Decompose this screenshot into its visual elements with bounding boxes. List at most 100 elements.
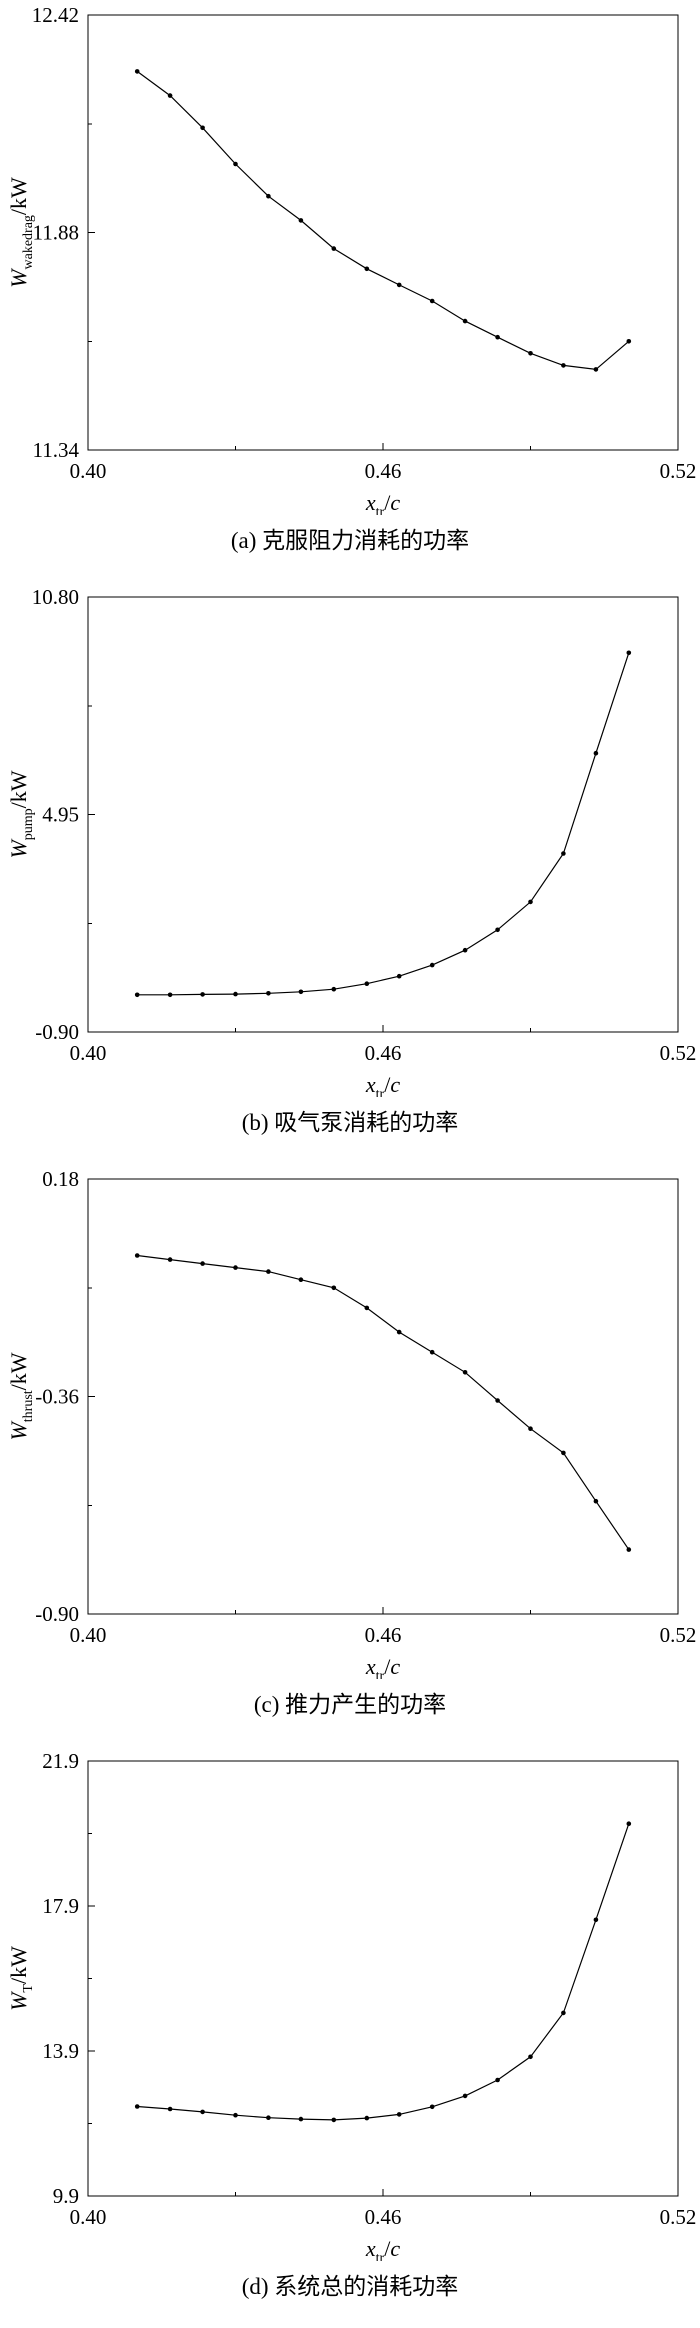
plot-frame — [87, 1760, 679, 2197]
data-point — [200, 1261, 205, 1266]
x-axis-label: xtr/c — [365, 2236, 400, 2261]
data-point — [167, 1257, 173, 1262]
y-tick-label: 21.9 — [42, 1749, 79, 1773]
chart-a-caption: (a) 克服阻力消耗的功率 — [230, 528, 470, 553]
x-axis-label: xtr/c — [365, 490, 400, 515]
data-point — [331, 2117, 337, 2123]
chart-c-caption: (c) 推力产生的功率 — [253, 1692, 447, 1717]
data-point — [561, 1450, 566, 1456]
data-point — [167, 992, 173, 998]
data-point — [593, 750, 599, 756]
data-point — [462, 2093, 468, 2099]
chart-panel-d: 0.40 0.46 0.52 9.9 13.9 17.9 21.9 WT/kW xtr/c (d… — [0, 1746, 700, 2328]
data-point — [495, 334, 500, 340]
data-point — [364, 1305, 370, 1311]
data-point — [266, 2115, 271, 2120]
data-point — [396, 2112, 402, 2117]
chart-a-canvas: 0.40 0.46 0.52 11.34 11.88 12.42 Wwakedrag/kW x… — [6, 3, 697, 515]
x-tick-label: 0.40 — [70, 459, 107, 483]
data-point — [298, 218, 304, 223]
y-tick-label: 13.9 — [42, 2039, 79, 2063]
data-point — [331, 1285, 337, 1291]
data-point — [593, 1498, 599, 1504]
data-point — [233, 1265, 238, 1270]
x-tick-label: 0.40 — [70, 2205, 107, 2229]
data-point — [396, 282, 402, 288]
y-tick-label: 0.18 — [42, 1167, 79, 1191]
x-tick-label: 0.52 — [660, 459, 697, 483]
data-point — [462, 318, 468, 324]
y-tick-label: 17.9 — [42, 1894, 79, 1918]
y-tick-label: -0.90 — [35, 1020, 79, 1044]
data-point — [134, 1253, 140, 1258]
y-tick-label: 11.34 — [33, 438, 80, 462]
data-line — [137, 652, 630, 996]
data-point — [200, 125, 205, 131]
chart-c-canvas: 0.40 0.46 0.52 -0.90 -0.36 0.18 Wthrust/kW xtr/… — [6, 1167, 697, 1679]
y-axis-label: Wthrust/kW — [6, 1352, 36, 1440]
data-point — [429, 1349, 435, 1355]
data-point — [429, 2104, 435, 2110]
data-point — [233, 2112, 238, 2118]
data-point — [593, 1917, 599, 1923]
y-tick-label: 10.80 — [32, 585, 79, 609]
data-point — [593, 367, 599, 372]
x-tick-label: 0.46 — [365, 2205, 402, 2229]
data-point — [200, 2109, 205, 2115]
data-point — [233, 991, 238, 997]
data-point — [561, 363, 566, 368]
x-tick-label: 0.52 — [660, 2205, 697, 2229]
x-tick-label: 0.40 — [70, 1041, 107, 1065]
x-tick-label: 0.52 — [660, 1041, 697, 1065]
y-tick-label: 9.9 — [53, 2184, 79, 2208]
data-line — [137, 1254, 630, 1550]
data-point — [626, 1547, 632, 1552]
data-point — [266, 193, 271, 199]
data-point — [134, 69, 140, 74]
data-point — [266, 991, 271, 996]
data-point — [200, 992, 205, 997]
y-tick-label: 12.42 — [32, 3, 79, 27]
chart-b-canvas: 0.40 0.46 0.52 -0.90 4.95 10.80 Wpump/kW xtr/c — [6, 585, 697, 1097]
data-point — [528, 2054, 533, 2060]
x-tick-label: 0.46 — [365, 459, 402, 483]
y-axis-label: Wwakedrag/kW — [6, 177, 36, 288]
data-point — [528, 1426, 533, 1431]
plot-frame — [87, 1178, 679, 1615]
data-point — [626, 1821, 632, 1826]
x-tick-label: 0.46 — [365, 1623, 402, 1647]
x-axis-label: xtr/c — [365, 1654, 400, 1679]
plot-frame — [87, 14, 679, 451]
y-axis-label: Wpump/kW — [6, 770, 36, 858]
y-tick-label: -0.36 — [35, 1385, 79, 1409]
data-point — [462, 1370, 468, 1375]
x-tick-label: 0.46 — [365, 1041, 402, 1065]
chart-d-canvas: 0.40 0.46 0.52 9.9 13.9 17.9 21.9 WT/kW xtr/c — [6, 1749, 697, 2261]
data-point — [626, 339, 632, 344]
data-point — [462, 947, 468, 953]
data-point — [233, 161, 238, 167]
data-point — [134, 2104, 140, 2109]
data-point — [266, 1269, 271, 1274]
data-point — [495, 927, 500, 933]
x-tick-label: 0.52 — [660, 1623, 697, 1647]
data-point — [495, 2077, 500, 2083]
chart-panel-c: 0.40 0.46 0.52 -0.90 -0.36 0.18 Wthrust/kW xtr/… — [0, 1164, 700, 1746]
data-point — [429, 298, 435, 304]
data-point — [495, 1398, 500, 1403]
data-point — [167, 93, 173, 98]
data-point — [396, 973, 402, 979]
data-point — [528, 899, 533, 905]
data-point — [561, 2010, 566, 2016]
data-point — [331, 986, 337, 992]
data-point — [134, 992, 140, 998]
data-point — [561, 851, 566, 856]
plot-frame — [87, 596, 679, 1033]
chart-panel-b: 0.40 0.46 0.52 -0.90 4.95 10.80 Wpump/kW xtr/c … — [0, 582, 700, 1164]
data-point — [364, 2115, 370, 2121]
data-point — [396, 1329, 402, 1335]
chart-b-caption: (b) 吸气泵消耗的功率 — [241, 1110, 459, 1135]
data-point — [167, 2106, 173, 2112]
chart-d-caption: (d) 系统总的消耗功率 — [241, 2274, 459, 2299]
